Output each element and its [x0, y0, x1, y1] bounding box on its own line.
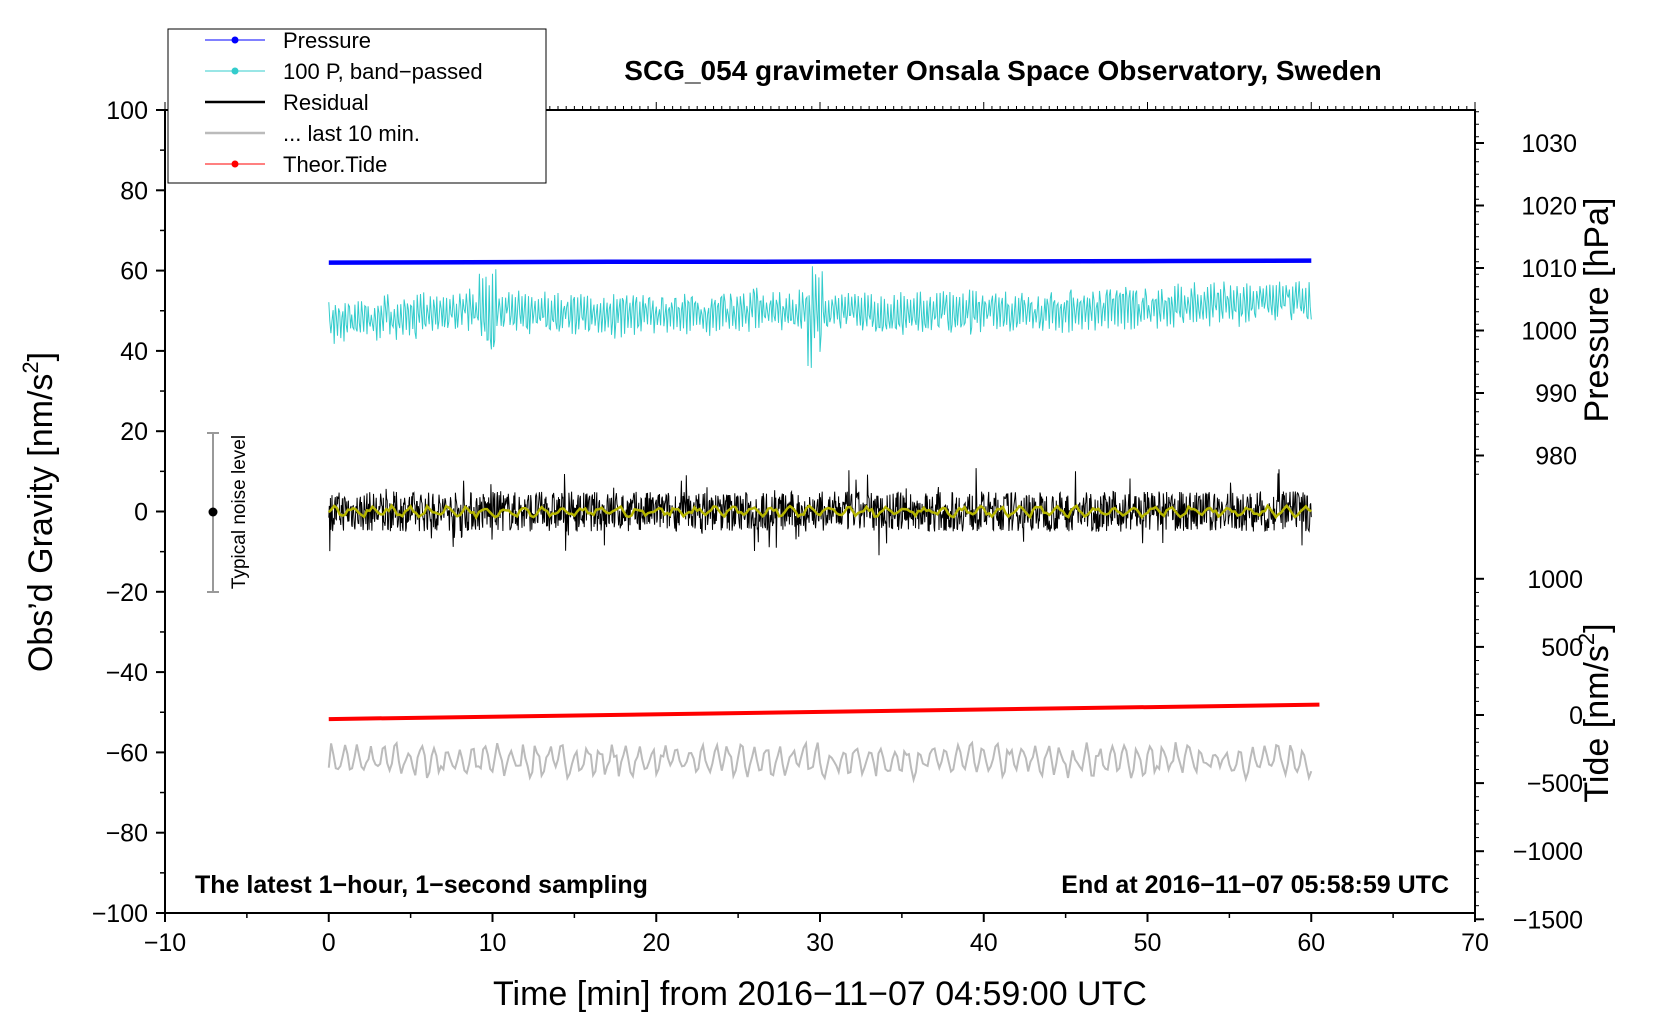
legend-tide-marker — [231, 160, 239, 168]
y-tick-label-2: −60 — [106, 739, 148, 767]
pressure-tick-label-1: 990 — [1535, 380, 1577, 408]
tide-axis-label: Tide [nm/s2] — [1574, 623, 1616, 802]
pressure-axis-ticks: 980 990 1000 1010 1020 1030 — [1475, 111, 1577, 475]
y-left-label-main: Obs’d Gravity [nm/s — [22, 374, 60, 673]
y-tick-label-10: 100 — [106, 97, 148, 125]
legend-bandpassed-label: 100 P, band−passed — [283, 59, 483, 84]
y-left-axis-label: Obs’d Gravity [nm/s2] — [18, 352, 60, 672]
annotation-sampling: The latest 1−hour, 1−second sampling — [195, 871, 648, 899]
tide-tick-label-2: −500 — [1527, 770, 1583, 798]
noise-level-indicator: Typical noise level — [207, 432, 250, 593]
tide-tick-label-5: 1000 — [1527, 566, 1583, 594]
y-tick-label-5: 0 — [134, 499, 148, 527]
legend-bandpassed-marker — [231, 67, 239, 75]
legend-entry-pressure: Pressure — [205, 28, 371, 53]
legend-box — [167, 28, 547, 184]
y-tick-label-9: 80 — [120, 177, 148, 205]
series-residual-smoothed — [327, 503, 1312, 520]
pressure-tick-label-4: 1020 — [1521, 193, 1577, 221]
y-tick-label-6: 20 — [120, 418, 148, 446]
legend: Pressure 100 P, band−passed Residual ...… — [167, 28, 547, 184]
annotation-end-time: End at 2016−11−07 05:58:59 UTC — [1061, 871, 1449, 899]
legend-entry-last10: ... last 10 min. — [205, 121, 420, 146]
y-left-axis-ticks: −100 −80 −60 −40 −20 0 20 40 60 80 100 — [92, 97, 165, 928]
noise-bar-center-dot — [208, 507, 218, 517]
chart-title: SCG_054 gravimeter Onsala Space Observat… — [624, 55, 1381, 86]
tide-tick-label-0: −1500 — [1513, 906, 1583, 934]
x-axis-label: Time [min] from 2016−11−07 04:59:00 UTC — [493, 975, 1147, 1013]
y-tick-label-8: 60 — [120, 258, 148, 286]
tide-label-sup: 2 — [1574, 633, 1599, 645]
y-tick-label-0: −100 — [92, 900, 148, 928]
x-tick-label-4: 30 — [806, 929, 834, 957]
pressure-axis-label: Pressure [hPa] — [1578, 198, 1616, 423]
series-last-10-min — [327, 740, 1313, 784]
y-tick-label-1: −80 — [106, 820, 148, 848]
y-tick-label-7: 40 — [120, 338, 148, 366]
pressure-tick-label-3: 1010 — [1521, 255, 1577, 283]
y-tick-label-4: −20 — [106, 579, 148, 607]
series-layer — [327, 258, 1320, 784]
x-tick-label-0: −10 — [144, 929, 186, 957]
x-tick-label-3: 20 — [642, 929, 670, 957]
x-tick-label-6: 50 — [1134, 929, 1162, 957]
legend-last10-label: ... last 10 min. — [283, 121, 420, 146]
legend-residual-label: Residual — [283, 90, 369, 115]
legend-entry-bandpassed: 100 P, band−passed — [205, 59, 483, 84]
legend-entry-tide: Theor.Tide — [205, 152, 387, 177]
y-left-label-end: ] — [22, 352, 60, 361]
tide-tick-label-4: 500 — [1541, 634, 1583, 662]
x-tick-label-1: 0 — [322, 929, 336, 957]
pressure-tick-label-0: 980 — [1535, 443, 1577, 471]
legend-entry-residual: Residual — [205, 90, 369, 115]
series-band-passed — [328, 266, 1312, 368]
tide-label-main: Tide [nm/s — [1578, 645, 1616, 802]
x-tick-label-2: 10 — [479, 929, 507, 957]
series-theor-tide — [328, 702, 1320, 722]
y-left-label-sup: 2 — [18, 361, 43, 373]
tide-label-end: ] — [1578, 623, 1616, 632]
noise-level-label: Typical noise level — [229, 435, 250, 589]
x-tick-label-8: 70 — [1461, 929, 1489, 957]
x-axis-ticks: −10 0 10 20 30 40 50 60 70 — [144, 913, 1489, 957]
y-tick-label-3: −40 — [106, 659, 148, 687]
tide-axis-ticks: −1500 −1000 −500 0 500 1000 — [1475, 566, 1583, 934]
pressure-tick-label-5: 1030 — [1521, 130, 1577, 158]
legend-tide-label: Theor.Tide — [283, 152, 387, 177]
x-tick-label-5: 40 — [970, 929, 998, 957]
legend-pressure-label: Pressure — [283, 28, 371, 53]
tide-tick-label-3: 0 — [1569, 702, 1583, 730]
tide-tick-label-1: −1000 — [1513, 838, 1583, 866]
pressure-tick-label-2: 1000 — [1521, 318, 1577, 346]
x-tick-label-7: 60 — [1297, 929, 1325, 957]
series-pressure — [328, 258, 1312, 265]
legend-pressure-marker — [231, 36, 239, 44]
